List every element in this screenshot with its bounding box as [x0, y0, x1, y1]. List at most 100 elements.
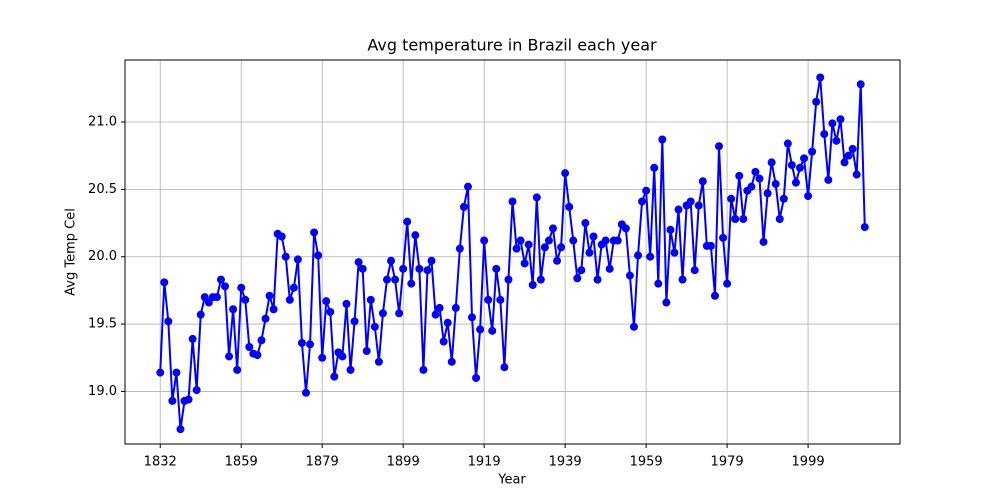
data-point — [496, 295, 505, 304]
x-tick-label: 1899 — [387, 455, 420, 470]
data-point — [715, 142, 724, 151]
data-point — [634, 251, 643, 260]
data-point — [804, 192, 813, 201]
x-tick-label: 1959 — [630, 455, 663, 470]
data-point — [488, 326, 497, 335]
data-point — [621, 224, 630, 233]
data-point — [382, 275, 391, 284]
data-point — [293, 255, 302, 264]
data-point — [362, 347, 371, 356]
data-point — [569, 236, 578, 245]
data-point — [763, 189, 772, 198]
data-point — [484, 295, 493, 304]
data-point — [472, 373, 481, 382]
data-point — [476, 325, 485, 334]
data-point — [787, 161, 796, 170]
data-point — [589, 232, 598, 241]
data-point — [338, 352, 347, 361]
data-point — [581, 219, 590, 228]
data-point — [326, 307, 335, 316]
data-point — [561, 169, 570, 178]
data-point — [828, 119, 837, 128]
data-point — [184, 395, 193, 404]
data-point — [662, 298, 671, 307]
data-point — [403, 217, 412, 226]
data-point — [492, 264, 501, 273]
data-point — [739, 214, 748, 223]
data-point — [605, 264, 614, 273]
x-tick-label: 1979 — [711, 455, 744, 470]
data-point — [443, 318, 452, 327]
data-point — [540, 243, 549, 252]
data-point — [253, 351, 262, 360]
data-point — [812, 97, 821, 106]
data-point — [188, 334, 197, 343]
data-point — [573, 274, 582, 283]
data-point — [241, 295, 250, 304]
data-point — [370, 322, 379, 331]
data-point — [508, 197, 517, 206]
data-point — [350, 317, 359, 326]
data-point — [301, 388, 310, 397]
data-point — [330, 372, 339, 381]
data-point — [237, 283, 246, 292]
data-point — [795, 163, 804, 172]
data-point — [646, 252, 655, 261]
data-point — [565, 202, 574, 211]
data-point — [261, 314, 270, 323]
data-point — [532, 193, 541, 202]
x-tick-label: 1879 — [306, 455, 339, 470]
data-point — [674, 205, 683, 214]
data-point — [852, 170, 861, 179]
data-point — [172, 368, 181, 377]
data-point — [221, 282, 230, 291]
data-point — [374, 357, 383, 366]
data-point — [233, 365, 242, 374]
data-point — [459, 202, 468, 211]
data-point — [306, 340, 315, 349]
data-point — [176, 425, 185, 434]
data-point — [820, 130, 829, 139]
data-point — [755, 174, 764, 183]
x-tick-label: 1832 — [144, 455, 177, 470]
data-point — [860, 223, 869, 232]
data-point — [212, 293, 221, 302]
data-point — [512, 244, 521, 253]
data-point — [836, 115, 845, 124]
y-tick-label: 21.0 — [88, 114, 117, 129]
data-point — [257, 336, 266, 345]
data-point — [654, 279, 663, 288]
data-point — [536, 275, 545, 284]
data-point — [601, 236, 610, 245]
data-point — [318, 353, 327, 362]
data-point — [289, 283, 298, 292]
data-point — [399, 264, 408, 273]
data-point — [431, 310, 440, 319]
data-point — [516, 236, 525, 245]
data-point — [164, 317, 173, 326]
data-point — [670, 248, 679, 257]
data-point — [435, 303, 444, 312]
data-point — [638, 197, 647, 206]
data-point — [480, 236, 489, 245]
data-point — [168, 396, 177, 405]
data-point — [723, 279, 732, 288]
data-point — [779, 194, 788, 203]
data-point — [528, 281, 537, 290]
data-point — [791, 178, 800, 187]
x-tick-label: 1939 — [549, 455, 582, 470]
data-point — [229, 305, 238, 314]
data-point — [824, 175, 833, 184]
data-point — [593, 275, 602, 284]
data-point — [710, 291, 719, 300]
data-point — [585, 248, 594, 257]
data-point — [520, 259, 529, 268]
data-point — [468, 313, 477, 322]
data-point — [269, 305, 278, 314]
data-point — [463, 182, 472, 191]
data-point — [378, 309, 387, 318]
data-point — [455, 244, 464, 253]
data-point — [706, 241, 715, 250]
